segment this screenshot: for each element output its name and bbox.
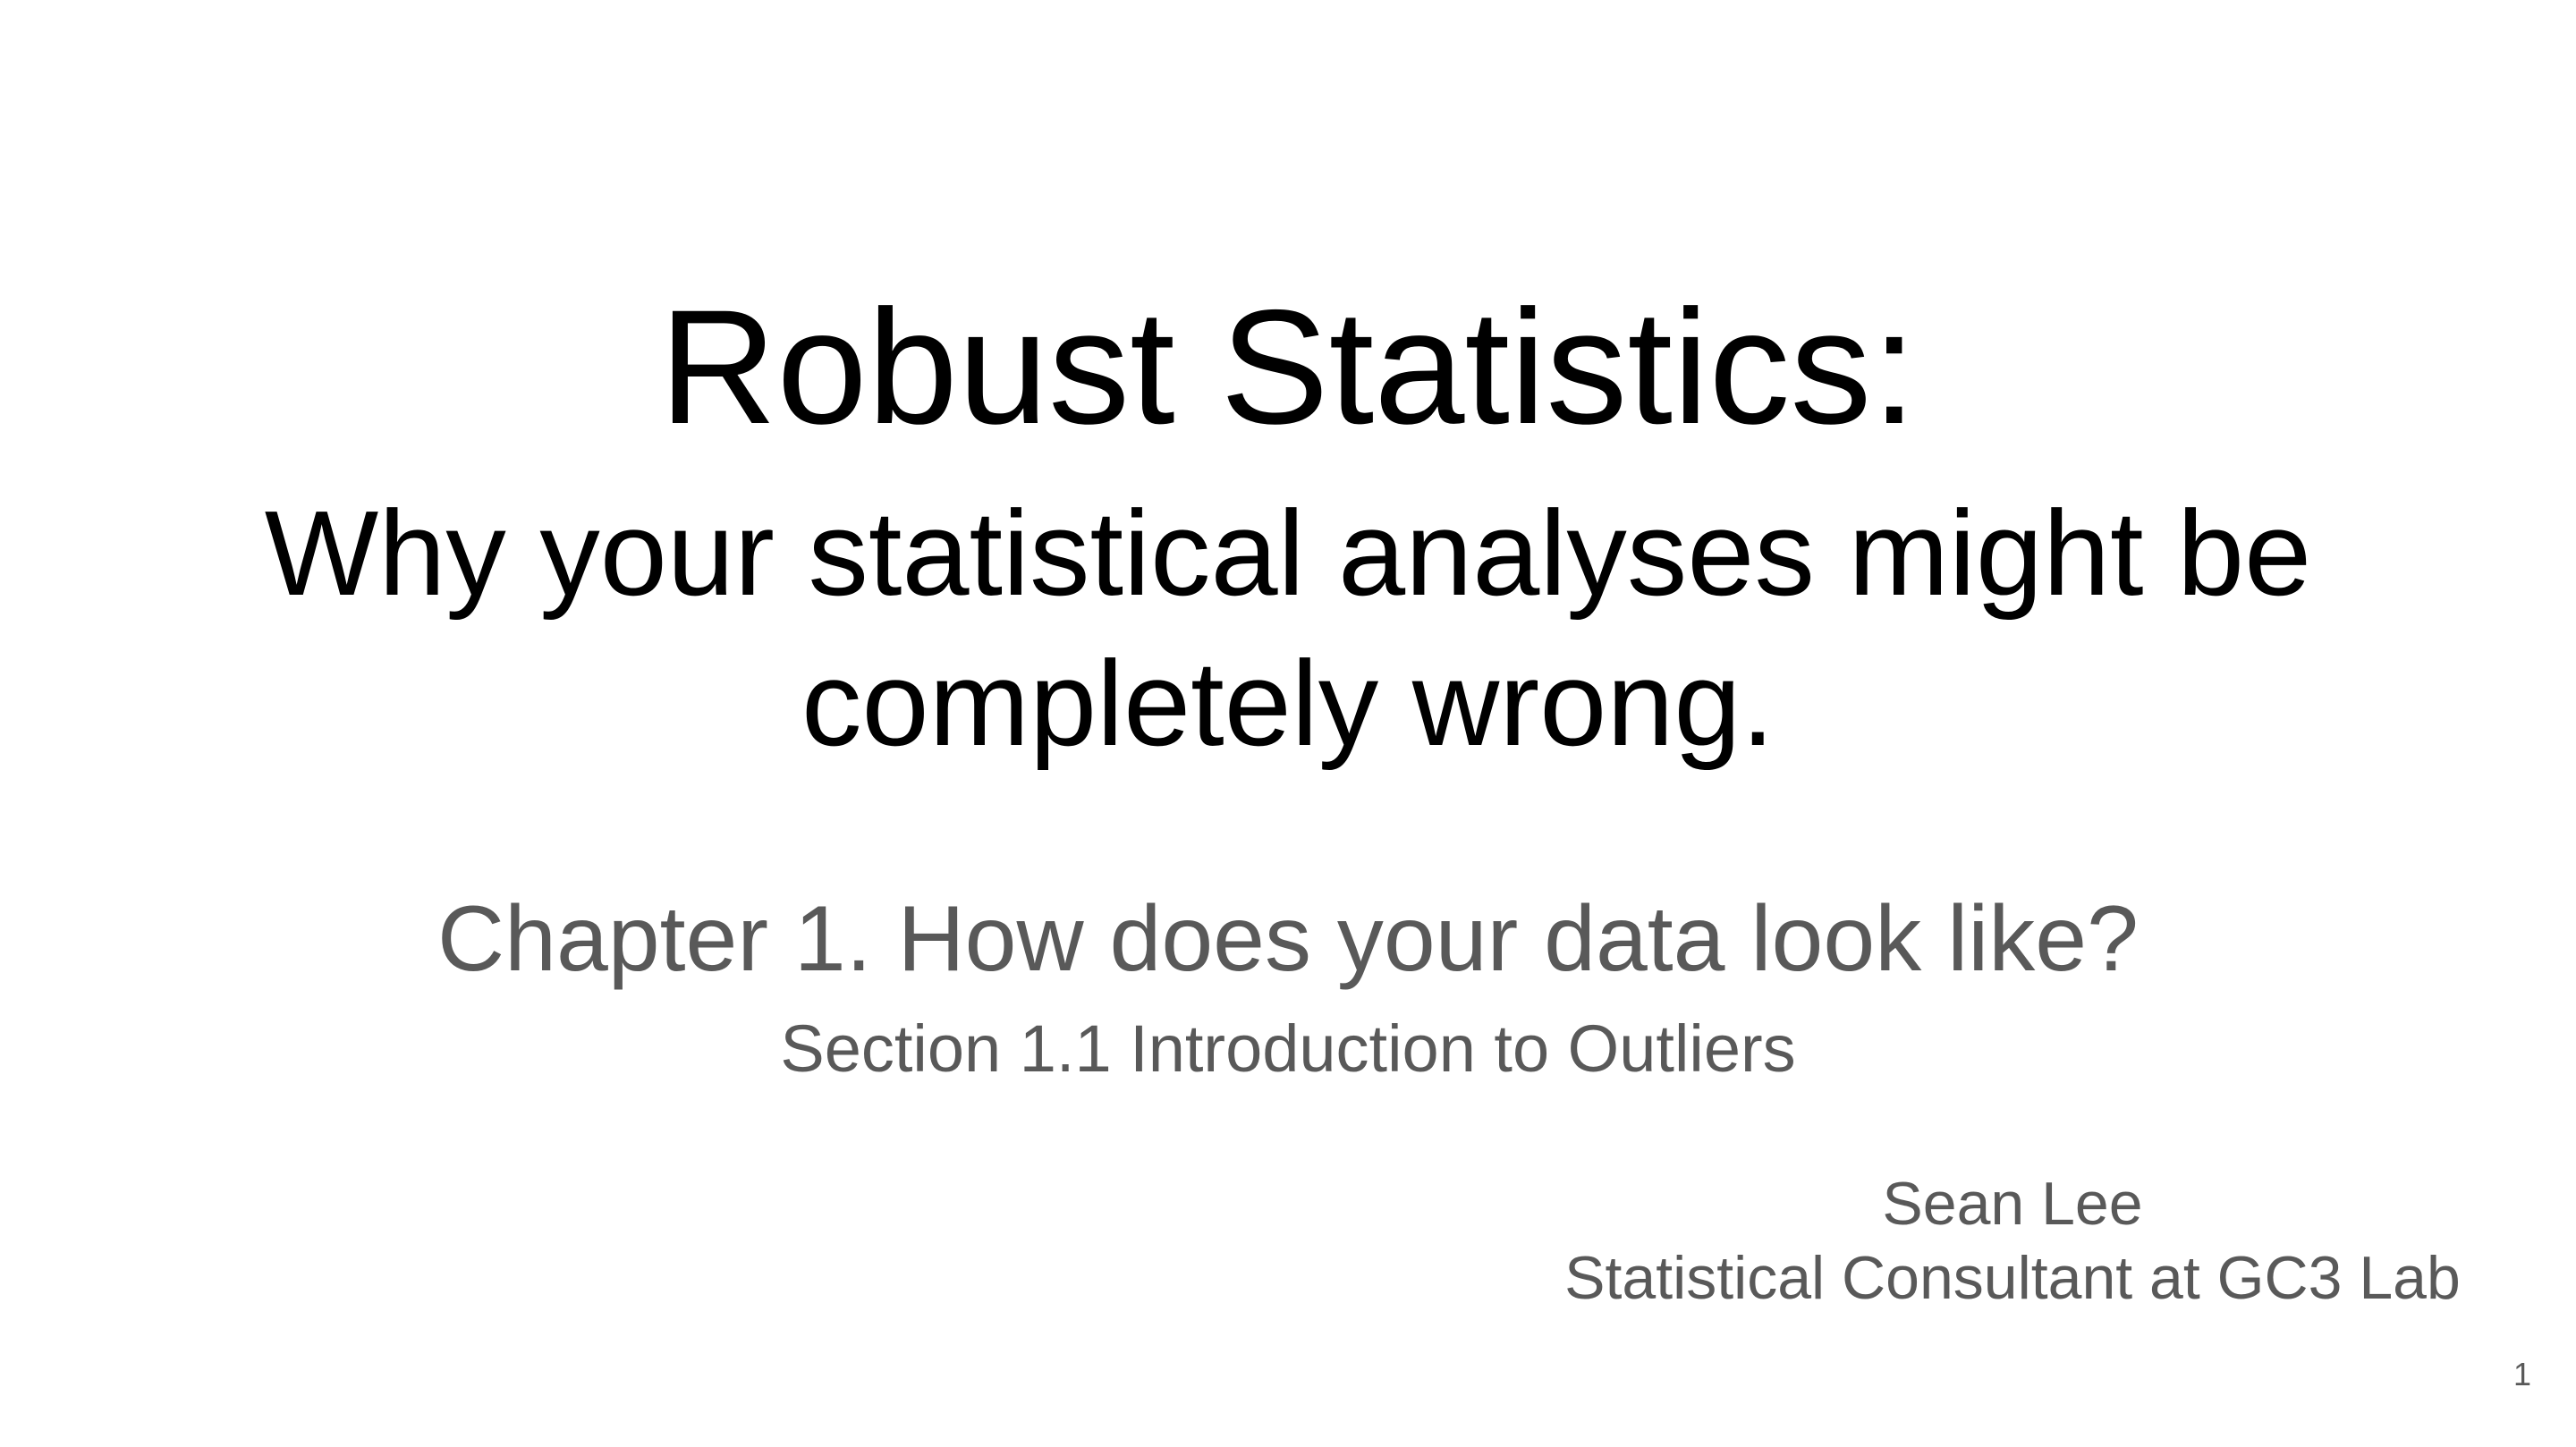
page-number: 1 [2512, 1356, 2531, 1392]
slide-title: Robust Statistics: [659, 275, 1917, 458]
subtitle-line-1: Why your statistical analyses might be [264, 486, 2312, 621]
slide-subtitle: Why your statistical analyses might be c… [0, 478, 2576, 779]
chapter-heading: Chapter 1. How does your data look like? [437, 887, 2139, 991]
author-name: Sean Lee [1882, 1170, 2143, 1238]
section-heading: Section 1.1 Introduction to Outliers [780, 1011, 1796, 1086]
subtitle-line-2: completely wrong. [801, 636, 1775, 771]
author-affiliation: Statistical Consultant at GC3 Lab [1564, 1244, 2461, 1312]
